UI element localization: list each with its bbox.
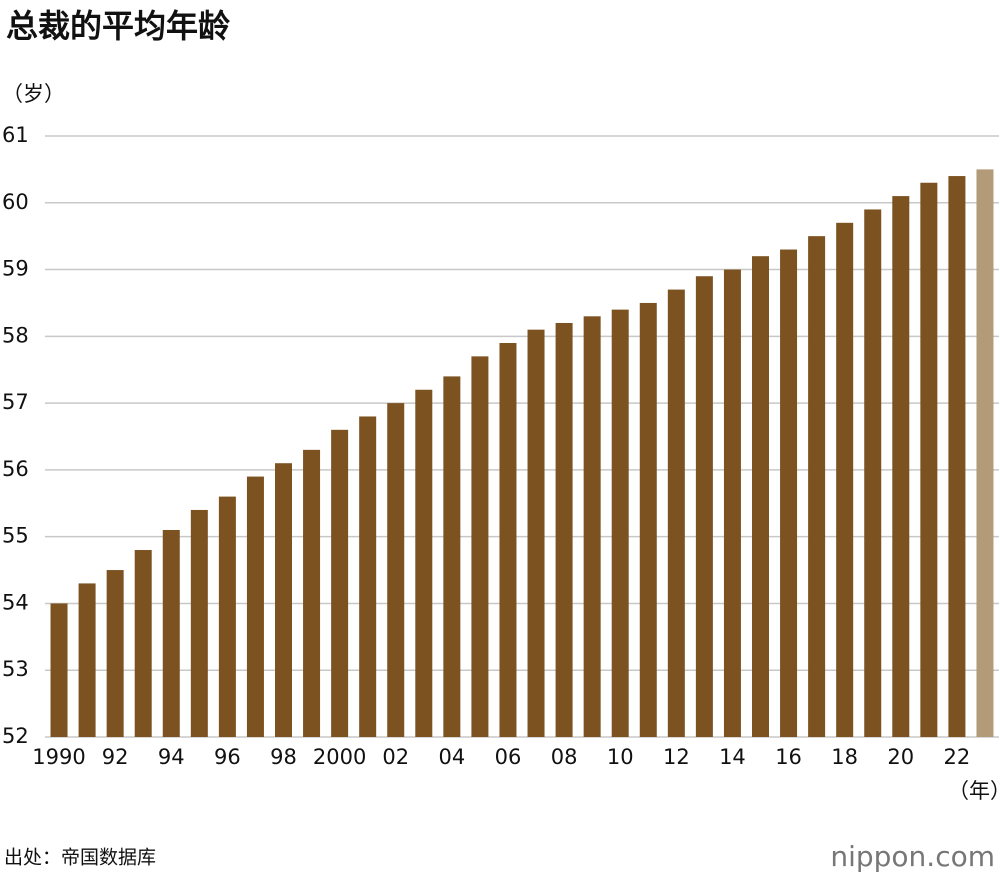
bar [275,463,292,737]
y-tick-label: 53 [2,657,29,681]
bar [555,322,573,737]
bar [218,496,236,737]
bar [331,429,349,737]
y-tick-label: 54 [2,590,29,614]
bar [106,570,124,737]
x-tick-label: 94 [158,745,185,769]
bar [387,403,405,737]
y-tick-label: 56 [2,457,29,481]
bar [836,222,854,738]
bar [190,509,208,737]
bar [134,550,152,737]
bar [162,529,180,737]
bar [920,182,938,737]
x-tick-label: 20 [887,745,914,769]
bar [527,329,545,737]
x-tick-label: 08 [551,745,578,769]
y-unit: （岁） [2,82,65,106]
y-tick-label: 59 [2,257,29,281]
x-tick-label: 98 [270,745,297,769]
bar [303,449,321,737]
bar [471,356,489,737]
bar [639,302,657,737]
y-tick-label: 55 [2,524,29,548]
bar [667,289,685,737]
bar [780,249,798,737]
bar [723,269,741,737]
x-tick-label: 10 [607,745,634,769]
x-tick-label: 04 [438,745,465,769]
bar [499,343,517,737]
chart-title: 总裁的平均年龄 [6,7,230,45]
y-tick-label: 57 [2,390,29,414]
x-tick-label: 1990 [32,745,85,769]
bar [976,169,994,737]
y-tick-label: 58 [2,323,29,347]
y-tick-label: 52 [2,724,29,748]
x-tick-label: 18 [831,745,858,769]
y-tick-label: 61 [2,123,29,147]
source: 出处：帝国数据库 [4,847,156,869]
bar [695,276,713,737]
bar [892,196,910,738]
bar [808,236,826,737]
x-tick-label: 14 [719,745,746,769]
bar [50,603,68,737]
x-tick-label: 06 [495,745,522,769]
x-tick-label: 16 [775,745,802,769]
bar [611,309,629,737]
brand-logo: nippon.com [830,840,995,873]
bar [359,416,377,737]
x-tick-label: 02 [382,745,409,769]
bar [415,389,433,737]
x-tick-label: 2000 [313,745,366,769]
y-tick-label: 60 [2,190,29,214]
bar [78,583,96,737]
bar [246,476,264,737]
bar [864,209,882,737]
x-tick-label: 12 [663,745,690,769]
bar [948,176,966,738]
x-tick-label: 22 [944,745,971,769]
x-unit: （年） [948,779,1000,803]
bar [583,316,601,737]
x-tick-label: 96 [214,745,241,769]
x-tick-label: 92 [102,745,129,769]
bar [752,256,769,737]
bar [443,376,461,737]
